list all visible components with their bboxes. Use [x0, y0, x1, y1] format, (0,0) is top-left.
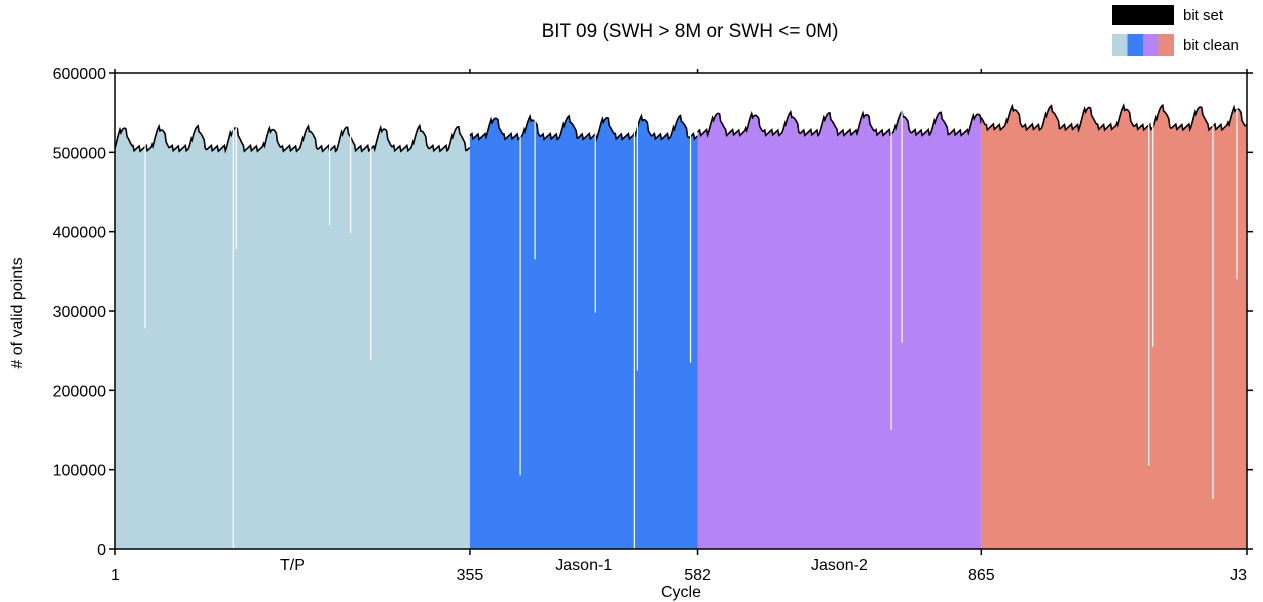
x-tick-label-3: 865 [968, 567, 995, 584]
x-axis: T/P Jason-1 Jason-2 1 355 582 865 J3 [111, 69, 1248, 584]
mission-area-2 [469, 115, 698, 549]
y-tick-label-3: 300000 [53, 304, 106, 321]
x-tick-label-2: 582 [684, 567, 711, 584]
y-tick-label-5: 500000 [53, 145, 106, 162]
bit-set-line-4 [980, 103, 1248, 133]
legend-label-bit-clean: bit clean [1183, 37, 1239, 54]
y-tick-label-1: 100000 [53, 463, 106, 480]
mission-area-4 [981, 105, 1247, 550]
mission-label-2: Jason-1 [555, 557, 612, 574]
y-tick-label-0: 0 [97, 542, 106, 559]
y-tick-label-6: 600000 [53, 66, 106, 83]
legend-swatch-bit-set [1112, 5, 1174, 25]
legend-swatch-bit-clean-3 [1143, 34, 1159, 56]
legend: bit set bit clean [1112, 5, 1239, 56]
legend-label-bit-set: bit set [1183, 7, 1224, 24]
legend-swatch-bit-clean-1 [1112, 34, 1128, 56]
mission-area-3 [697, 111, 982, 550]
x-tick-label-1: 355 [457, 567, 484, 584]
bit-set-line-2 [469, 113, 699, 143]
plot-area [114, 103, 1248, 550]
chart-title: BIT 09 (SWH > 8M or SWH <= 0M) [542, 21, 839, 42]
mission-area-1 [115, 125, 470, 549]
bit-set-line-3 [696, 109, 983, 138]
x-tick-label-4: J3 [1230, 567, 1247, 584]
y-axis-label: # of valid points [9, 257, 26, 368]
bit-set-line-1 [114, 123, 471, 154]
mission-label-1: T/P [280, 557, 305, 574]
legend-swatch-bit-clean-4 [1158, 34, 1174, 56]
mission-label-3: Jason-2 [811, 557, 868, 574]
y-axis: 0 100000 200000 300000 400000 500000 600000 [53, 66, 1253, 559]
x-axis-label: Cycle [661, 584, 701, 601]
y-tick-label-2: 200000 [53, 383, 106, 400]
x-tick-label-0: 1 [111, 567, 120, 584]
legend-swatch-bit-clean-2 [1127, 34, 1143, 56]
y-tick-label-4: 400000 [53, 225, 106, 242]
